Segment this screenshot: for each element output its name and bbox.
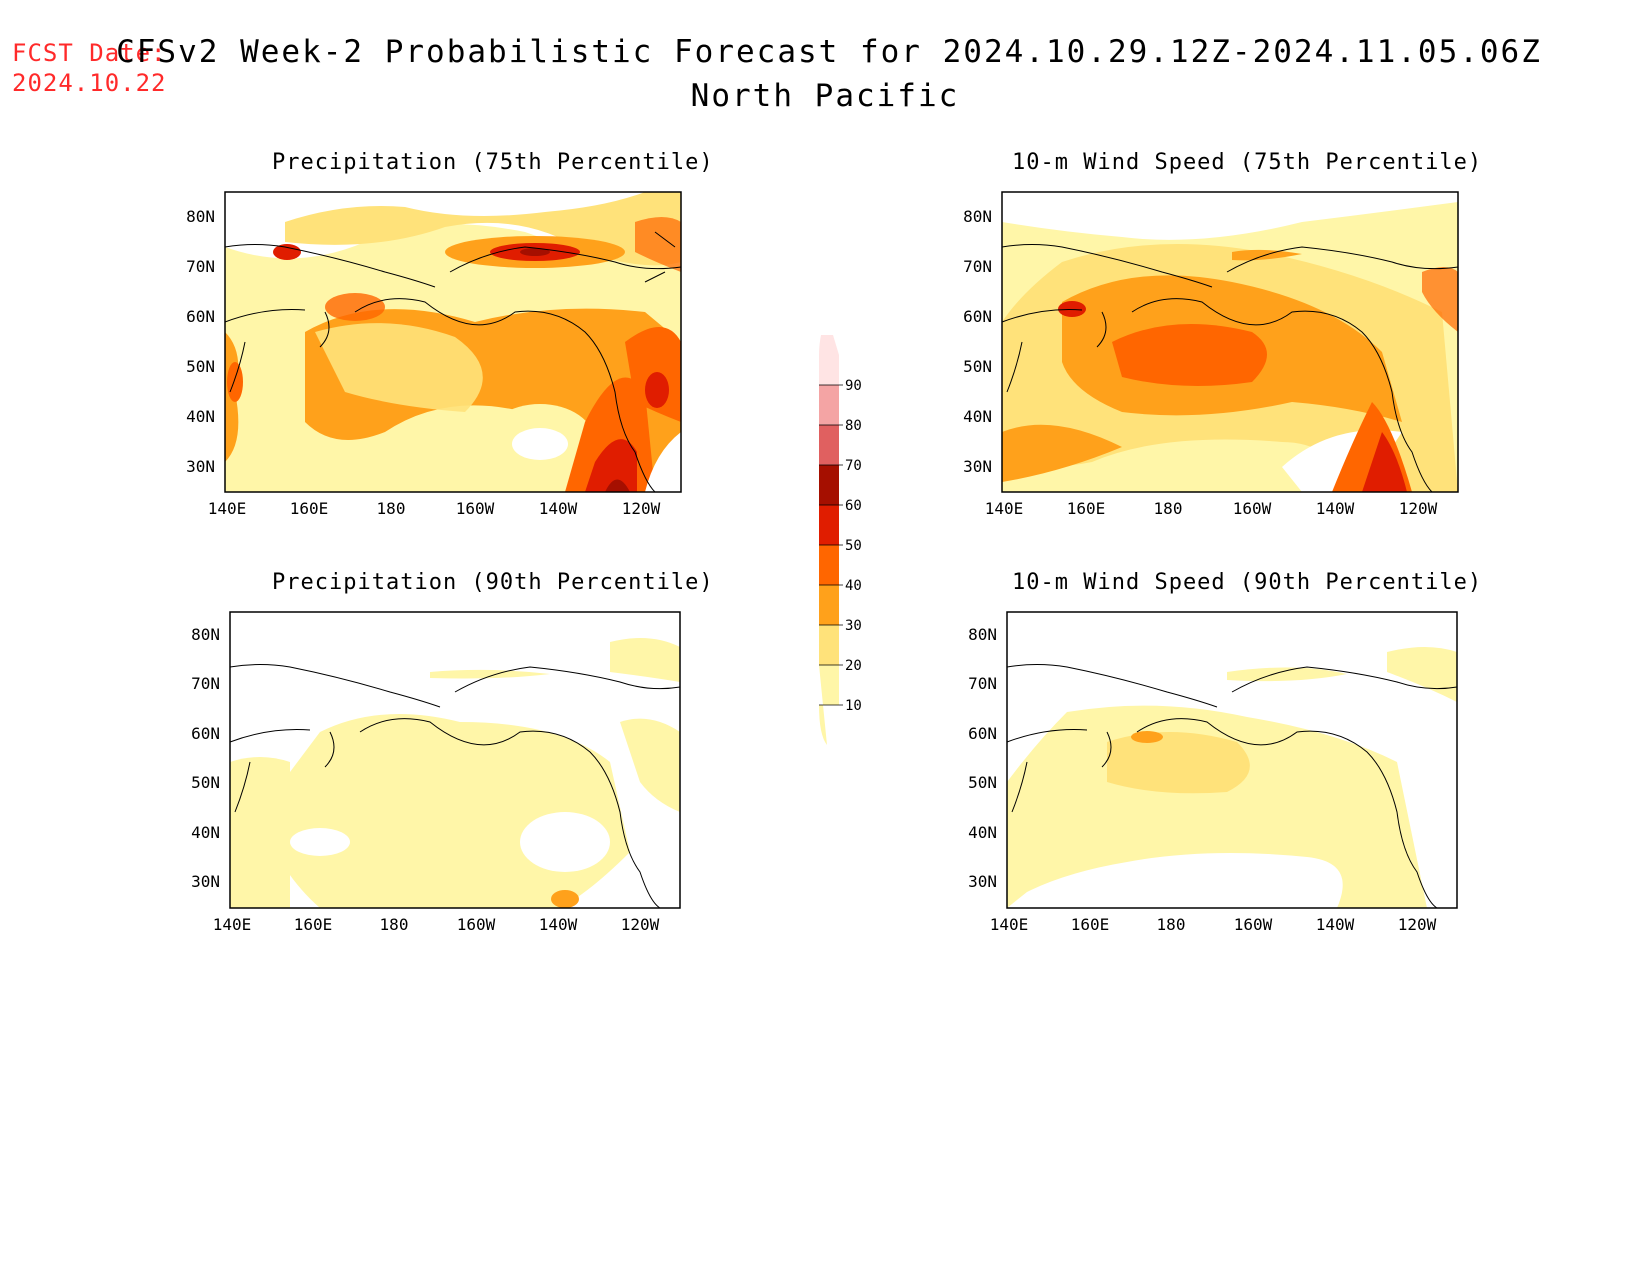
panel-title-precip75: Precipitation (75th Percentile) [272, 150, 714, 175]
lon-label: 120W [621, 915, 660, 934]
lat-label: 30N [186, 457, 215, 476]
lon-label: 120W [1398, 915, 1437, 934]
colorbar-swatch [819, 545, 839, 585]
lon-label: 160E [1067, 499, 1106, 518]
colorbar-label: 40 [845, 578, 862, 594]
colorbar-swatch [819, 335, 839, 385]
colorbar-label: 60 [845, 498, 862, 514]
lat-label: 50N [963, 357, 992, 376]
lat-label: 80N [186, 207, 215, 226]
lat-label: 80N [968, 625, 997, 644]
panel-title-wind75: 10-m Wind Speed (75th Percentile) [1012, 150, 1483, 175]
colorbar-label: 20 [845, 658, 862, 674]
lon-label: 120W [622, 499, 661, 518]
lat-label: 60N [968, 724, 997, 743]
region-subtitle: North Pacific [690, 78, 960, 114]
lon-label: 120W [1399, 499, 1438, 518]
map-precip75: 80N 70N 60N 50N 40N 30N 140E 160E 180 16… [186, 191, 682, 518]
colorbar-swatch [819, 505, 839, 545]
lat-label: 50N [186, 357, 215, 376]
colorbar: 10 20 30 40 50 60 70 80 90 [819, 335, 862, 745]
colorbar-label: 90 [845, 378, 862, 394]
lon-label: 140W [539, 499, 578, 518]
lon-label: 160W [456, 499, 495, 518]
colorbar-swatch [819, 425, 839, 465]
lat-label: 80N [191, 625, 220, 644]
lon-label: 160E [1071, 915, 1110, 934]
fcst-date-value: 2024.10.22 [12, 69, 167, 97]
lat-label: 30N [968, 872, 997, 891]
lon-label: 160W [457, 915, 496, 934]
colorbar-label: 30 [845, 618, 862, 634]
lon-label: 160E [290, 499, 329, 518]
lat-label: 60N [186, 307, 215, 326]
lon-label: 140E [990, 915, 1029, 934]
colorbar-label: 10 [845, 698, 862, 714]
lat-label: 80N [963, 207, 992, 226]
lon-label: 180 [377, 499, 406, 518]
main-title: CFSv2 Week-2 Probabilistic Forecast for … [116, 34, 1542, 70]
map-wind90: 80N 70N 60N 50N 40N 30N 140E 160E 180 16… [968, 611, 1458, 934]
lat-label: 70N [963, 257, 992, 276]
lat-label: 60N [191, 724, 220, 743]
lat-label: 30N [963, 457, 992, 476]
fcst-date-caption: FCST Date: [12, 39, 167, 67]
colorbar-label: 70 [845, 458, 862, 474]
lat-label: 40N [186, 407, 215, 426]
lat-label: 40N [963, 407, 992, 426]
colorbar-label: 80 [845, 418, 862, 434]
map-precip90: 80N 70N 60N 50N 40N 30N 140E 160E 180 16… [191, 611, 681, 934]
colorbar-label: 50 [845, 538, 862, 554]
lat-label: 70N [186, 257, 215, 276]
colorbar-swatch [819, 585, 839, 625]
lat-label: 40N [968, 823, 997, 842]
lon-label: 140E [208, 499, 247, 518]
lon-label: 140W [1316, 499, 1355, 518]
panel-title-precip90: Precipitation (90th Percentile) [272, 570, 714, 595]
map-wind75: 80N 70N 60N 50N 40N 30N 140E 160E 180 16… [963, 191, 1459, 518]
colorbar-swatch [819, 625, 839, 665]
lon-label: 140W [1316, 915, 1355, 934]
lat-label: 70N [191, 674, 220, 693]
lon-label: 140W [539, 915, 578, 934]
panel-title-wind90: 10-m Wind Speed (90th Percentile) [1012, 570, 1483, 595]
lat-label: 70N [968, 674, 997, 693]
lon-label: 180 [1154, 499, 1183, 518]
colorbar-swatch [819, 385, 839, 425]
lat-label: 40N [191, 823, 220, 842]
lat-label: 60N [963, 307, 992, 326]
lon-label: 180 [1157, 915, 1186, 934]
colorbar-swatch [819, 465, 839, 505]
lon-label: 180 [380, 915, 409, 934]
lon-label: 160W [1233, 499, 1272, 518]
figure-title: CFSv2 Week-2 Probabilistic Forecast for … [0, 30, 1650, 118]
forecast-date-label: FCST Date: 2024.10.22 [12, 38, 167, 98]
lon-label: 140E [213, 915, 252, 934]
lon-label: 160E [294, 915, 333, 934]
lon-label: 160W [1234, 915, 1273, 934]
lat-label: 30N [191, 872, 220, 891]
lat-label: 50N [968, 773, 997, 792]
lon-label: 140E [985, 499, 1024, 518]
lat-label: 50N [191, 773, 220, 792]
